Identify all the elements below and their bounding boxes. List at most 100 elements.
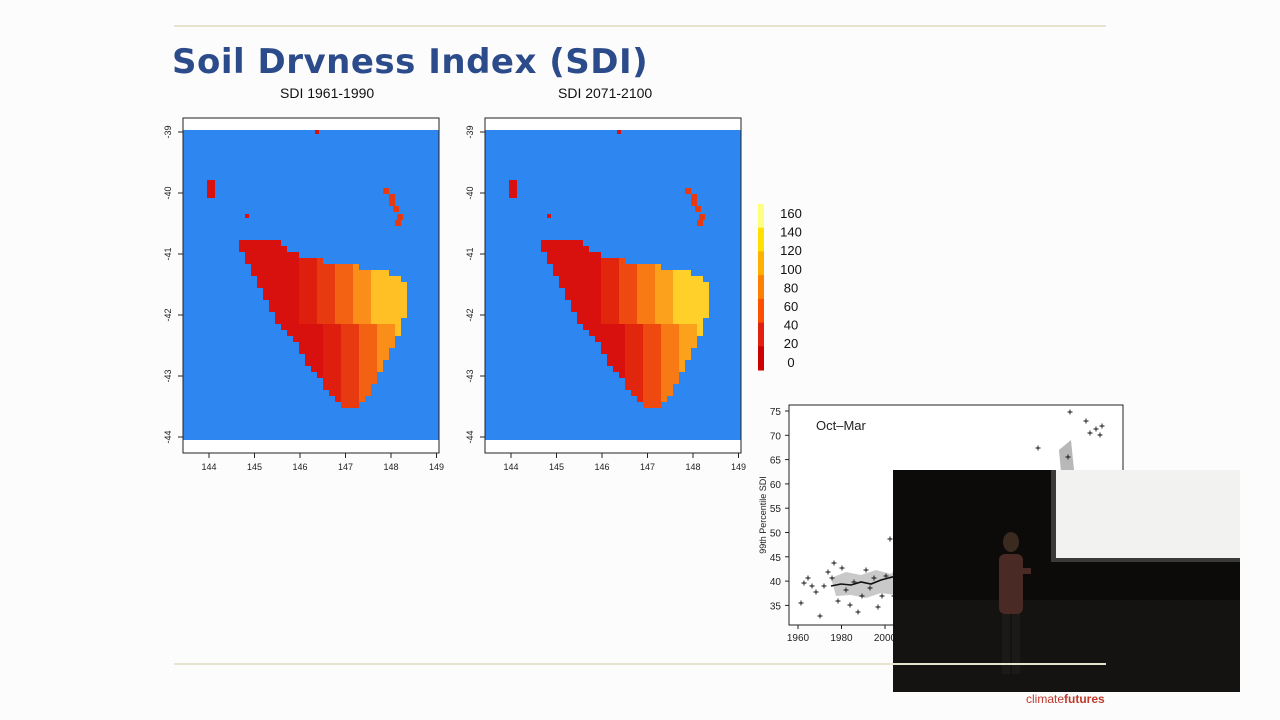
land-cell — [703, 288, 709, 294]
land-cell — [601, 276, 607, 282]
land-cell — [649, 378, 655, 384]
land-cell — [697, 282, 703, 288]
land-cell — [559, 270, 565, 276]
land-cell — [697, 330, 703, 336]
land-cell — [359, 324, 365, 330]
land-cell — [287, 318, 293, 324]
land-cell — [601, 288, 607, 294]
land-cell — [317, 270, 323, 276]
land-cell — [673, 372, 679, 378]
land-cell — [371, 372, 377, 378]
land-cell — [577, 252, 583, 258]
land-cell — [703, 300, 709, 306]
land-cell — [299, 264, 305, 270]
land-cell — [353, 354, 359, 360]
y-tick-label: 40 — [770, 577, 782, 588]
land-cell — [595, 276, 601, 282]
land-cell — [293, 258, 299, 264]
data-point — [821, 583, 827, 589]
land-cell — [691, 288, 697, 294]
land-cell — [323, 366, 329, 372]
data-point — [817, 613, 823, 619]
land-cell — [619, 372, 625, 378]
land-cell — [317, 288, 323, 294]
land-cell — [613, 342, 619, 348]
land-cell — [685, 348, 691, 354]
land-cell — [275, 318, 281, 324]
land-cell — [305, 324, 311, 330]
land-cell — [613, 324, 619, 330]
land-cell — [625, 354, 631, 360]
land-cell — [661, 354, 667, 360]
land-cell — [601, 258, 607, 264]
land-cell — [649, 402, 655, 408]
land-cell — [607, 354, 613, 360]
land-cell — [583, 270, 589, 276]
island-cell — [695, 206, 701, 212]
land-cell — [649, 324, 655, 330]
land-cell — [553, 246, 559, 252]
land-cell — [565, 270, 571, 276]
land-cell — [305, 318, 311, 324]
land-cell — [655, 402, 661, 408]
land-cell — [577, 318, 583, 324]
land-cell — [341, 342, 347, 348]
land-cell — [341, 372, 347, 378]
land-cell — [335, 372, 341, 378]
land-cell — [305, 288, 311, 294]
land-cell — [311, 300, 317, 306]
land-cell — [371, 366, 377, 372]
land-cell — [685, 318, 691, 324]
land-cell — [607, 306, 613, 312]
x-tick-label: 148 — [383, 462, 398, 472]
land-cell — [371, 300, 377, 306]
land-cell — [697, 312, 703, 318]
land-cell — [619, 276, 625, 282]
land-cell — [655, 342, 661, 348]
land-cell — [281, 252, 287, 258]
land-cell — [667, 390, 673, 396]
data-point — [798, 600, 804, 606]
land-cell — [335, 390, 341, 396]
land-cell — [317, 294, 323, 300]
land-cell — [679, 354, 685, 360]
land-cell — [643, 402, 649, 408]
land-cell — [661, 324, 667, 330]
land-cell — [673, 318, 679, 324]
land-cell — [673, 342, 679, 348]
land-cell — [667, 300, 673, 306]
land-cell — [661, 294, 667, 300]
land-cell — [661, 366, 667, 372]
land-cell — [685, 282, 691, 288]
land-cell — [631, 354, 637, 360]
data-point — [1093, 426, 1099, 432]
land-cell — [703, 282, 709, 288]
land-cell — [571, 294, 577, 300]
colorbar-segment — [758, 204, 764, 229]
land-cell — [395, 282, 401, 288]
land-cell — [613, 300, 619, 306]
land-cell — [329, 306, 335, 312]
land-cell — [589, 282, 595, 288]
land-cell — [595, 294, 601, 300]
land-cell — [541, 240, 547, 246]
land-cell — [311, 342, 317, 348]
land-cell — [377, 336, 383, 342]
land-cell — [311, 306, 317, 312]
land-cell — [655, 366, 661, 372]
land-cell — [679, 366, 685, 372]
land-cell — [341, 288, 347, 294]
land-cell — [637, 276, 643, 282]
land-cell — [649, 336, 655, 342]
land-cell — [643, 318, 649, 324]
land-cell — [643, 270, 649, 276]
land-cell — [257, 282, 263, 288]
land-cell — [353, 276, 359, 282]
land-cell — [251, 270, 257, 276]
island-cell — [395, 220, 401, 226]
land-cell — [595, 252, 601, 258]
land-cell — [287, 258, 293, 264]
land-cell — [667, 318, 673, 324]
land-cell — [311, 294, 317, 300]
data-point — [863, 567, 869, 573]
